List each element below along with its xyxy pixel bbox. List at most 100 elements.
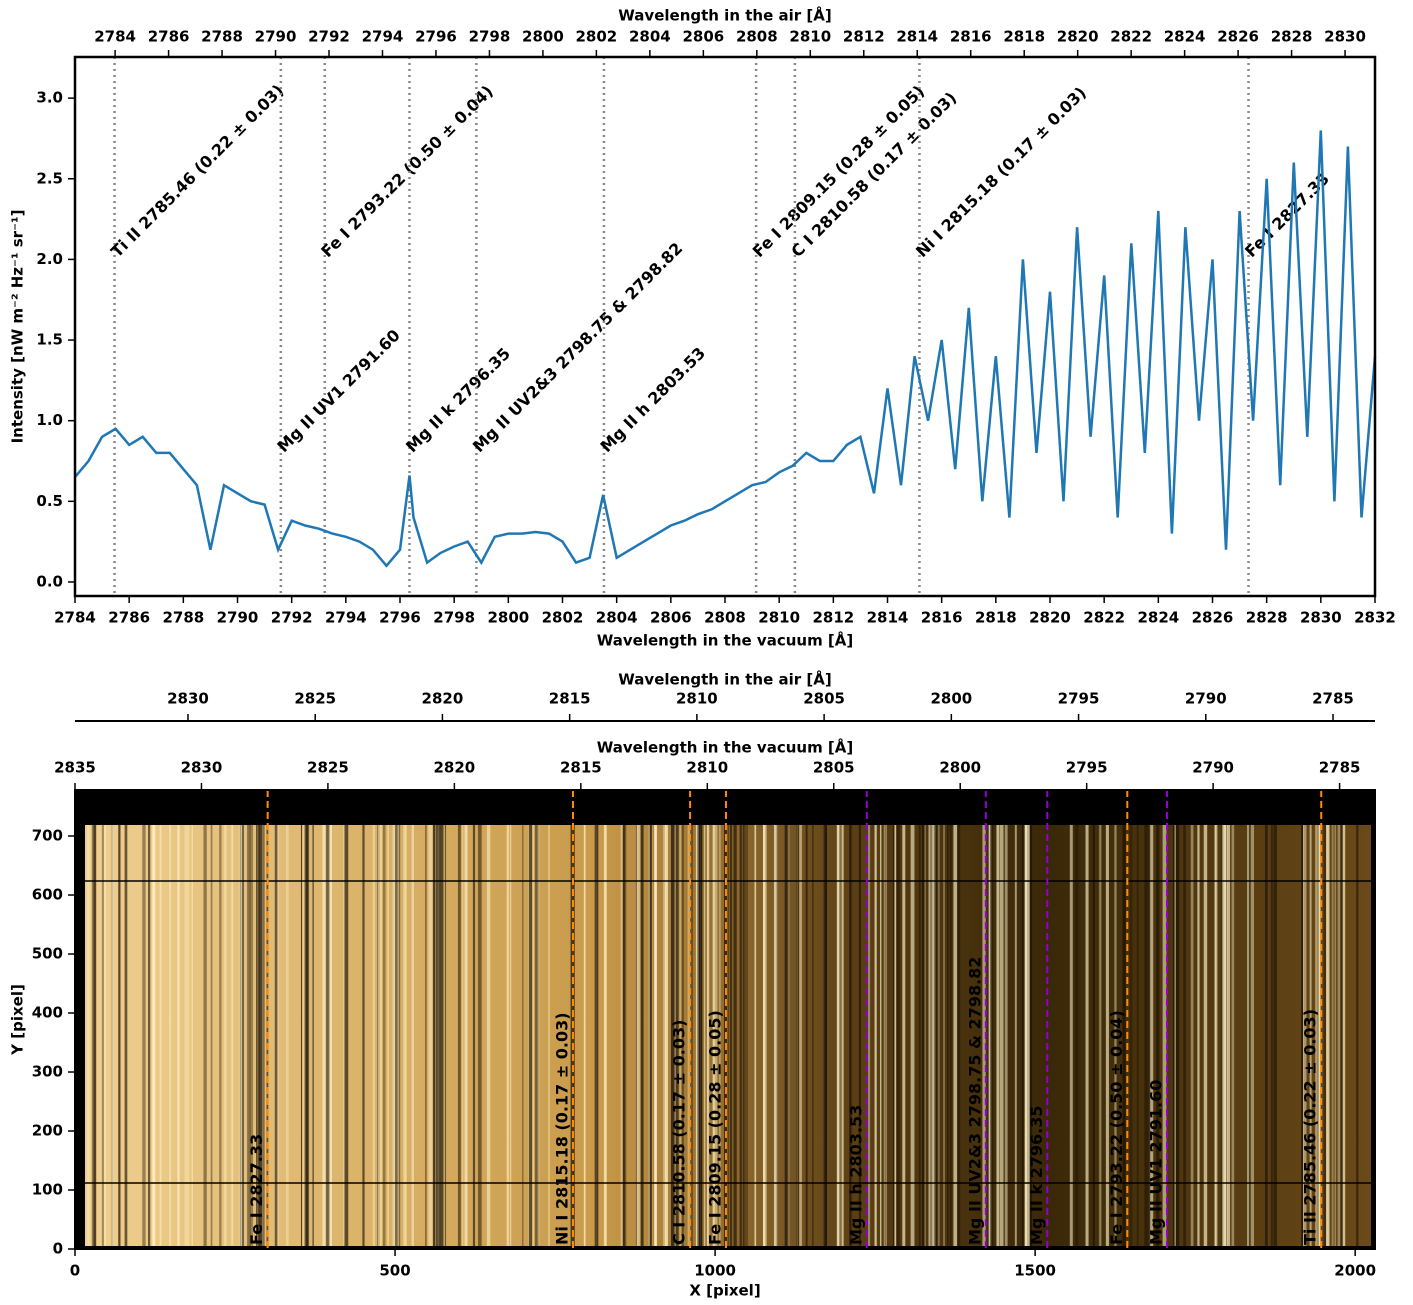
x-tick-label: 2820 — [1029, 609, 1071, 627]
image-stripe — [1270, 825, 1273, 1246]
image-stripe — [1069, 825, 1073, 1246]
x-tick-label: 2814 — [867, 609, 909, 627]
image-stripe — [573, 825, 575, 1246]
image-stripe — [729, 825, 733, 1246]
image-stripe — [849, 825, 851, 1246]
image-stripe — [858, 825, 862, 1246]
image-stripe — [261, 825, 264, 1246]
image-stripe — [883, 825, 886, 1246]
x-axis-label: X [pixel] — [689, 1282, 760, 1300]
image-stripe — [892, 825, 895, 1246]
x-tick-label: 2806 — [650, 609, 692, 627]
line-annotation: C I 2810.58 (0.17 ± 0.03) — [670, 1020, 689, 1245]
plot-area — [75, 57, 1375, 596]
x2-axis-label: Wavelength in the vacuum [Å] — [597, 738, 854, 757]
image-stripe — [687, 825, 690, 1246]
image-stripe — [805, 825, 808, 1246]
x-tick-label: 1000 — [694, 1262, 736, 1280]
y-tick-label: 2.5 — [36, 169, 63, 187]
image-stripe — [159, 825, 162, 1246]
image-stripe — [849, 825, 853, 1246]
x2-tick-label: 2790 — [255, 28, 297, 46]
y-tick-label: 600 — [32, 886, 63, 904]
x2-tick-label: 2830 — [1324, 28, 1366, 46]
image-stripe — [825, 825, 827, 1246]
image-stripe — [918, 825, 921, 1246]
x2-tick-label: 2818 — [1003, 28, 1045, 46]
image-stripe — [670, 825, 674, 1246]
spectrum-chart: Ti II 2785.46 (0.22 ± 0.03) Fe I 2793.22 … — [9, 6, 1396, 650]
image-stripe — [392, 825, 397, 1246]
x-tick-label: 2818 — [975, 609, 1017, 627]
image-chart: Fe I 2827.33 Ni I 2815.18 (0.17 ± 0.03) C … — [9, 670, 1377, 1300]
x-tick-label: 2798 — [433, 609, 475, 627]
spectrum-line — [74, 130, 1377, 568]
image-stripe — [328, 825, 332, 1246]
x-tick-label: 2816 — [921, 609, 963, 627]
line-annotation: Mg II UV2&3 2798.75 & 2798.82 — [965, 957, 984, 1245]
x2-tick-label: 2824 — [1164, 28, 1206, 46]
image-stripe — [880, 825, 882, 1246]
image-stripe — [424, 825, 427, 1246]
y-tick-label: 0.0 — [36, 572, 63, 590]
image-stripe — [727, 825, 730, 1246]
image-stripe — [104, 825, 106, 1246]
y-tick-label: 0.5 — [36, 492, 63, 510]
image-stripe — [812, 825, 814, 1246]
x-tick-label: 2792 — [271, 609, 313, 627]
image-stripe — [300, 825, 302, 1246]
image-stripe — [261, 825, 263, 1246]
image-stripe — [1022, 825, 1024, 1246]
x-tick-label: 2810 — [758, 609, 800, 627]
x-tick-label: 2826 — [1192, 609, 1234, 627]
x2-tick-label: 2804 — [629, 28, 671, 46]
image-stripe — [982, 825, 986, 1246]
image-stripe — [532, 825, 534, 1246]
y-tick-label: 1.0 — [36, 411, 63, 429]
image-stripe — [1303, 825, 1307, 1246]
image-stripe — [305, 825, 310, 1246]
image-stripe — [403, 825, 407, 1246]
image-stripe — [623, 825, 625, 1246]
image-stripe — [650, 825, 652, 1246]
image-stripe — [953, 825, 958, 1246]
x2-tick-label: 2815 — [560, 759, 602, 777]
image-stripe — [754, 825, 757, 1246]
x-tick-label: 2812 — [812, 609, 854, 627]
image-stripe — [1025, 825, 1027, 1246]
image-stripe — [1231, 825, 1235, 1246]
image-stripe — [1264, 825, 1268, 1246]
image-stripe — [894, 825, 897, 1246]
image-stripe — [932, 825, 936, 1246]
image-stripe — [695, 825, 700, 1246]
image-stripe — [671, 825, 675, 1246]
image-stripe — [1129, 825, 1133, 1246]
x-tick-label: 2824 — [1137, 609, 1179, 627]
image-stripe — [957, 825, 961, 1246]
x3-tick-label: 2820 — [422, 690, 464, 708]
image-stripe — [640, 825, 644, 1246]
x2-tick-label: 2805 — [813, 759, 855, 777]
image-stripe — [457, 825, 461, 1246]
image-stripe — [439, 825, 444, 1246]
image-stripe — [924, 825, 926, 1246]
image-stripe — [896, 825, 899, 1246]
x2-tick-label: 2810 — [789, 28, 831, 46]
image-stripe — [623, 825, 627, 1246]
image-stripe — [879, 825, 882, 1246]
image-stripe — [535, 825, 539, 1246]
image-stripe — [147, 825, 151, 1246]
image-stripe — [522, 825, 524, 1246]
image-stripe — [930, 825, 932, 1246]
image-stripe — [302, 825, 305, 1246]
image-stripe — [537, 825, 540, 1246]
image-stripe — [378, 825, 382, 1246]
image-stripe — [528, 825, 533, 1246]
image-stripe — [142, 825, 146, 1246]
image-stripe — [999, 825, 1004, 1246]
image-stripe — [395, 825, 398, 1246]
image-stripe — [224, 825, 227, 1246]
image-stripe — [118, 825, 120, 1246]
x3-tick-label: 2810 — [676, 690, 718, 708]
image-stripe — [841, 825, 844, 1246]
